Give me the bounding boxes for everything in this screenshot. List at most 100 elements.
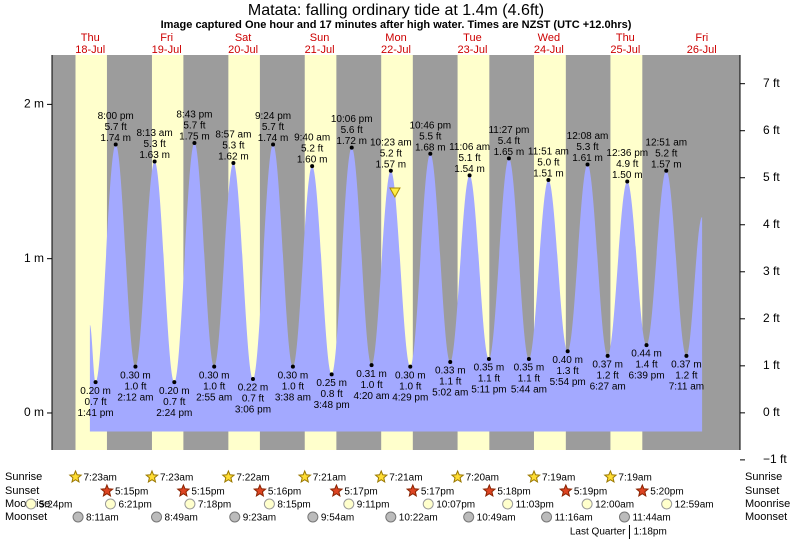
sunrise-time: 7:19am [618, 473, 651, 484]
moonrise-time: 9:11pm [357, 500, 390, 511]
day-name: Sat [235, 32, 252, 44]
moonrise-icon [661, 498, 673, 510]
height-m-label: 0.33 m [435, 366, 466, 377]
height-ft-label: 5.3 ft [222, 141, 244, 152]
day-name: Sun [310, 32, 330, 44]
height-m-label: 0.30 m [395, 370, 426, 381]
extreme-dot [152, 159, 157, 164]
height-m-label: 0.30 m [120, 370, 151, 381]
sunrise-icon [221, 469, 236, 483]
extreme-dot [605, 353, 610, 358]
time-label: 1:41 pm [78, 408, 114, 419]
height-ft-label: 0.7 ft [84, 397, 106, 408]
y2-tick-label: 7 ft [763, 76, 780, 90]
y2-tick-label: −1 ft [763, 452, 787, 466]
height-m-label: 0.37 m [671, 360, 702, 371]
height-ft-label: 1.0 ft [399, 381, 421, 392]
time-label: 5:44 am [511, 385, 547, 396]
time-label: 8:43 pm [176, 110, 212, 121]
sunset-icon [252, 483, 267, 497]
extreme-dot [212, 364, 217, 369]
extreme-dot [250, 377, 255, 382]
extreme-dot [192, 140, 197, 145]
extreme-dot [388, 168, 393, 173]
day-date: 19-Jul [152, 44, 182, 56]
moonset-icon [541, 511, 553, 523]
height-ft-label: 5.1 ft [458, 153, 480, 164]
height-ft-label: 4.9 ft [616, 159, 638, 170]
day-name: Mon [385, 32, 406, 44]
height-ft-label: 5.6 ft [341, 125, 363, 136]
sunrise-time: 7:22am [236, 473, 269, 484]
time-label: 2:55 am [196, 392, 232, 403]
time-label: 2:12 am [117, 392, 153, 403]
time-label: 7:11 am [669, 382, 704, 393]
height-ft-label: 1.0 ft [124, 381, 146, 392]
extreme-dot [546, 177, 551, 182]
height-m-label: 0.35 m [474, 363, 505, 374]
sunrise-icon [68, 469, 83, 483]
day-date: 18-Jul [75, 44, 105, 56]
y2-tick-label: 4 ft [763, 217, 780, 231]
y2-tick-label: 1 ft [763, 358, 780, 372]
sunset-time: 5:19pm [574, 487, 607, 498]
moonset-icon [618, 511, 630, 523]
sunset-icon [329, 483, 344, 497]
sunset-icon [176, 483, 191, 497]
extreme-dot [467, 173, 472, 178]
moonrise-icon [184, 498, 196, 510]
time-label: 4:20 am [353, 391, 389, 402]
time-label: 11:06 am [449, 142, 490, 153]
y2-tick-label: 5 ft [763, 170, 780, 184]
moonset-time: 10:22am [399, 513, 438, 524]
moonset-time: 8:49am [165, 513, 198, 524]
extreme-dot [428, 151, 433, 156]
extreme-dot [113, 142, 118, 147]
time-label: 10:06 pm [331, 114, 373, 125]
time-label: 10:46 pm [409, 120, 451, 131]
moonset-icon [307, 511, 319, 523]
extreme-dot [526, 356, 531, 361]
sunrise-time: 7:23am [84, 473, 117, 484]
height-ft-label: 1.2 ft [675, 371, 697, 382]
height-m-label: 0.30 m [278, 370, 309, 381]
moonrise-time: 10:07pm [436, 500, 475, 511]
extreme-dot [369, 363, 374, 368]
moonrise-time: 7:18pm [198, 500, 231, 511]
sunrise-time: 7:21am [313, 473, 346, 484]
height-m-label: 0.20 m [80, 386, 111, 397]
time-label: 12:51 am [645, 137, 687, 148]
height-ft-label: 1.0 ft [203, 381, 225, 392]
moonrise-row-label: Moonrise [745, 498, 790, 510]
y-tick-label: 2 m [24, 97, 44, 111]
sunset-time: 5:16pm [268, 487, 301, 498]
moonset-time: 11:16am [555, 513, 593, 524]
moon-phase-name: Last Quarter [570, 527, 626, 538]
sunrise-icon [450, 469, 465, 483]
height-m-label: 1.68 m [415, 142, 446, 153]
time-label: 5:11 pm [471, 385, 506, 396]
chart-subtitle: Image captured One hour and 17 minutes a… [161, 19, 632, 31]
height-m-label: 1.74 m [258, 133, 289, 144]
moonset-icon [463, 511, 475, 523]
time-label: 6:27 am [590, 382, 626, 393]
height-ft-label: 0.8 ft [321, 389, 343, 400]
height-ft-label: 5.2 ft [380, 148, 402, 159]
height-ft-label: 5.3 ft [576, 142, 598, 153]
sunrise-icon [527, 469, 541, 483]
sunrise-time: 7:19am [542, 473, 575, 484]
height-ft-label: 1.1 ft [518, 374, 540, 385]
height-ft-label: 1.1 ft [478, 374, 500, 385]
day-name: Thu [81, 32, 100, 44]
day-name: Fri [160, 32, 173, 44]
y2-tick-label: 2 ft [763, 311, 780, 325]
moonrise-time: 12:59am [675, 500, 714, 511]
time-label: 4:29 pm [392, 392, 428, 403]
time-label: 8:57 am [215, 130, 251, 141]
sunrise-row-label: Sunrise [745, 471, 782, 483]
height-ft-label: 1.0 ft [360, 380, 382, 391]
height-ft-label: 5.2 ft [655, 148, 677, 159]
moonset-time: 10:49am [477, 513, 516, 524]
extreme-dot [408, 364, 413, 369]
height-m-label: 1.57 m [376, 159, 407, 170]
